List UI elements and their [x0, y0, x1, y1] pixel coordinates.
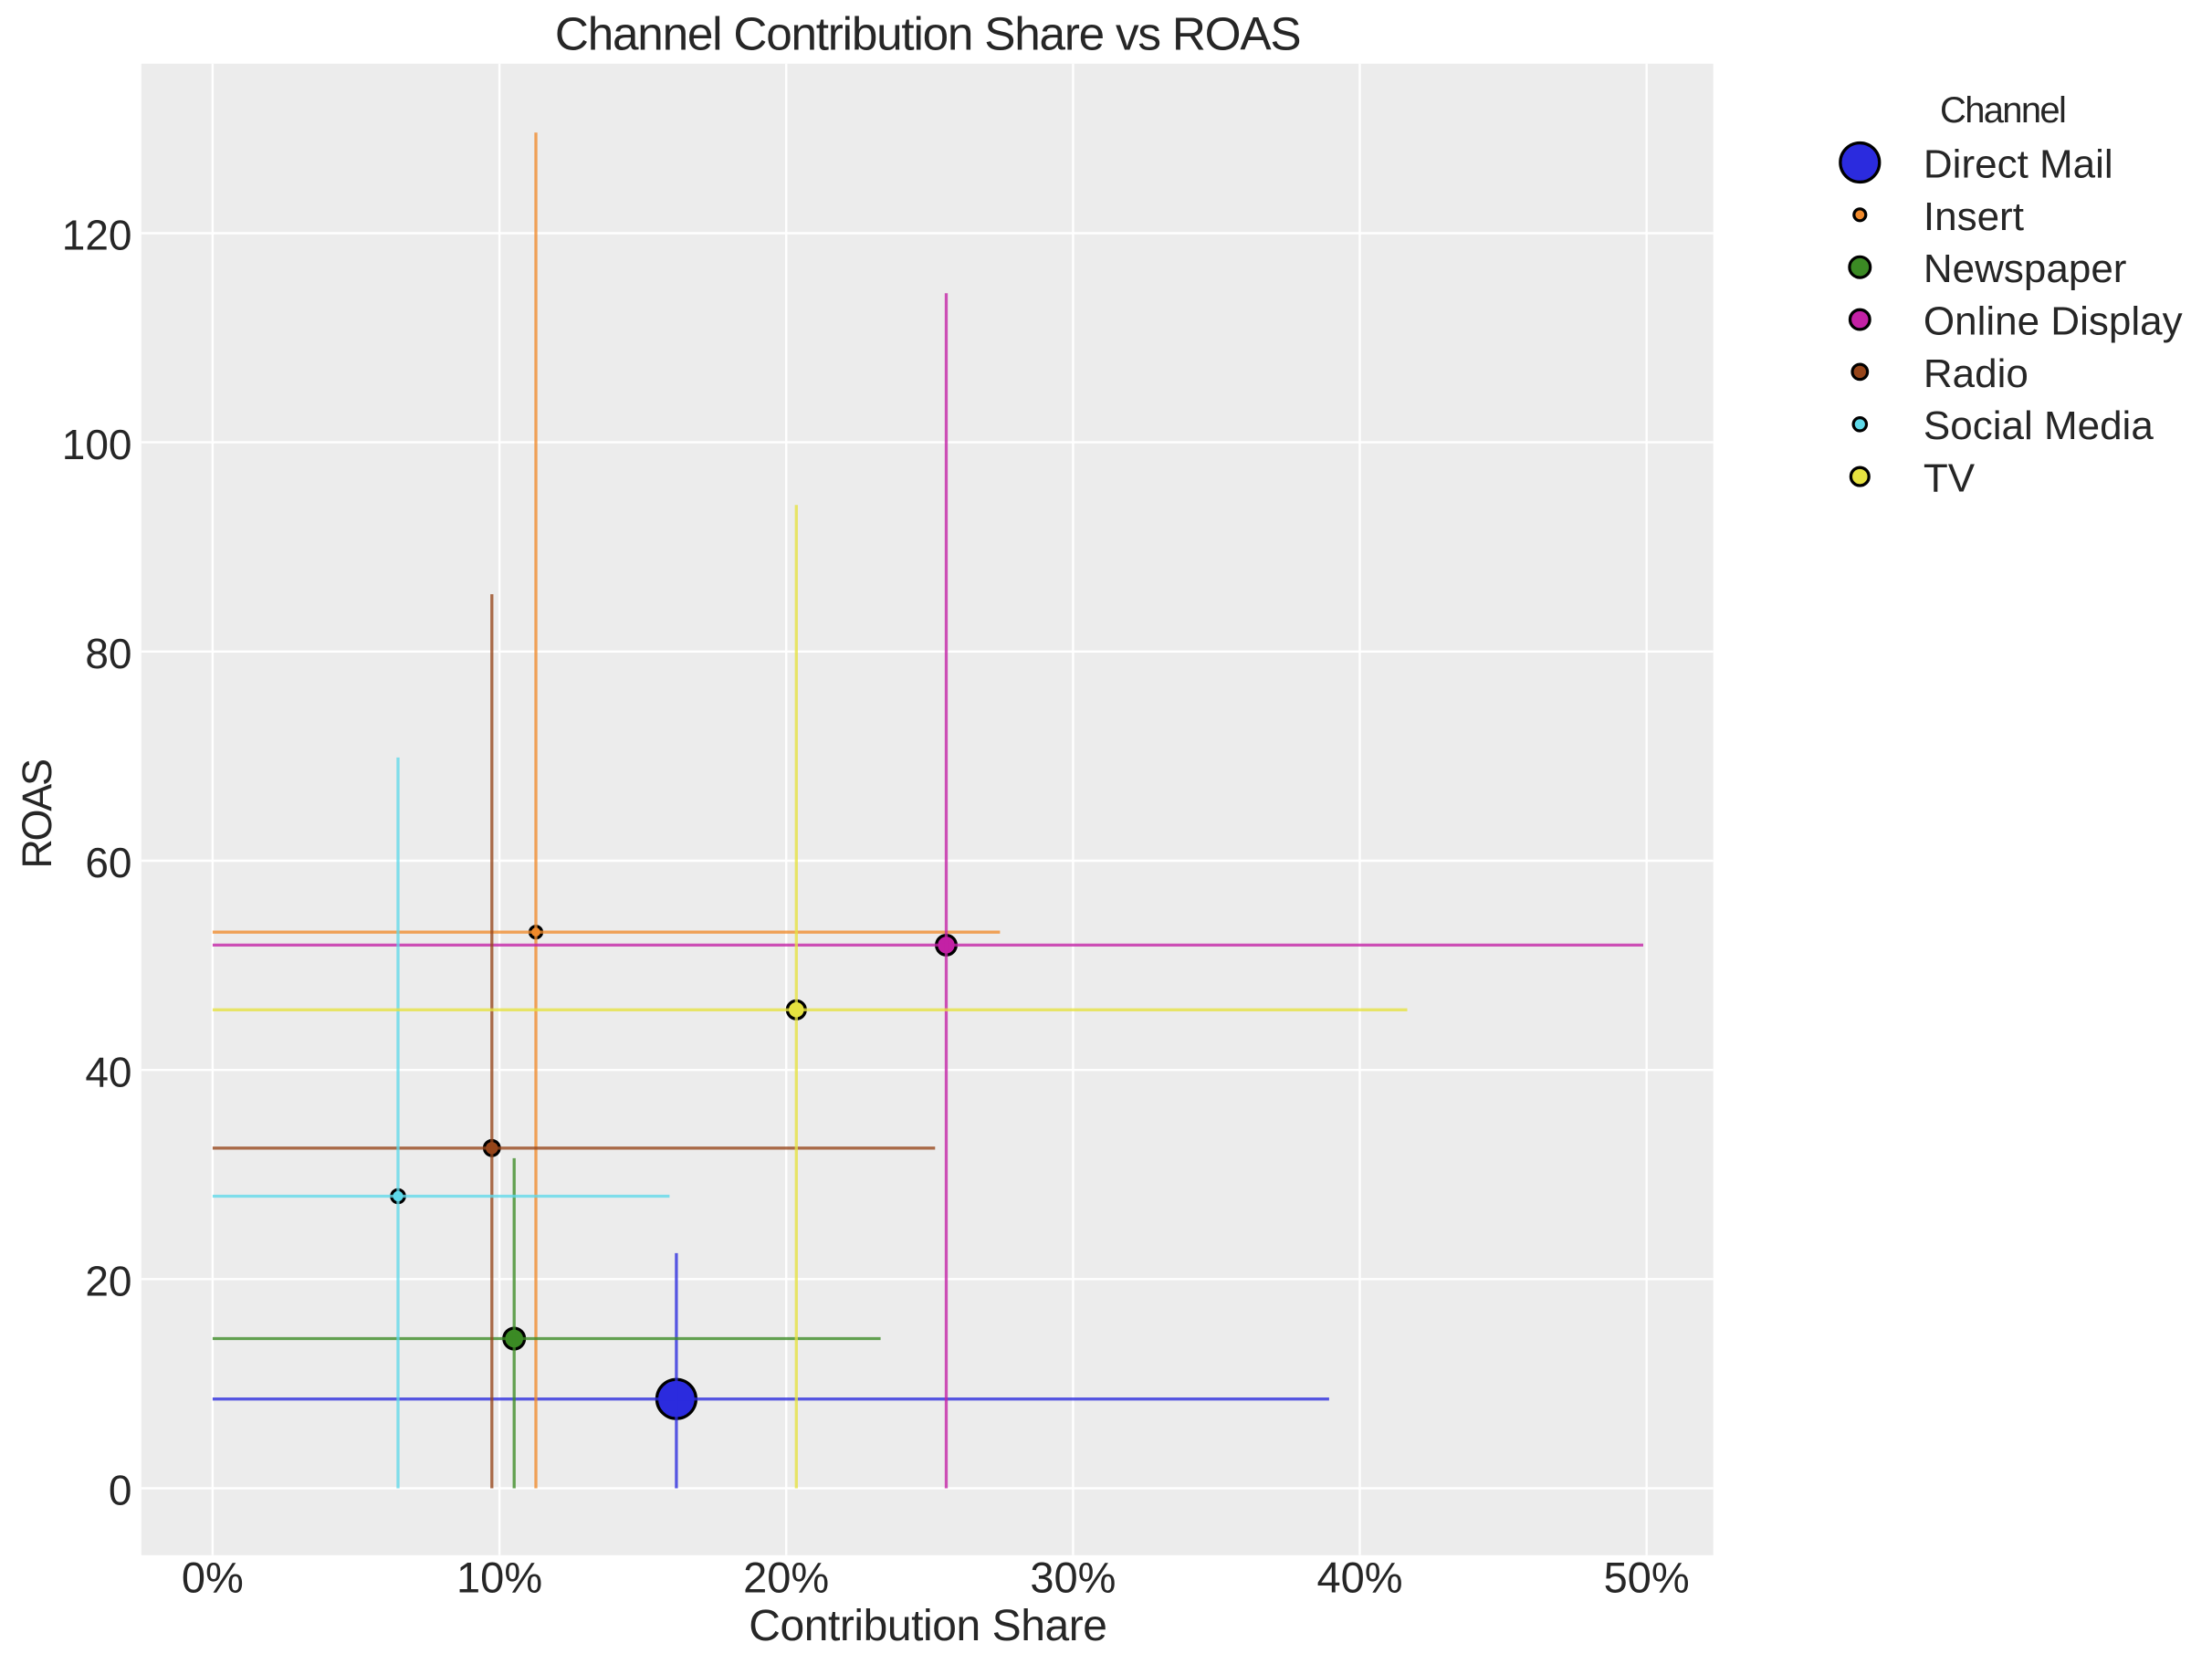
svg-text:20: 20: [85, 1258, 131, 1305]
svg-text:Contribution Share: Contribution Share: [749, 1602, 1106, 1650]
svg-text:40: 40: [85, 1048, 131, 1095]
svg-text:Channel: Channel: [1940, 90, 2065, 131]
svg-text:Social Media: Social Media: [1924, 403, 2154, 448]
svg-text:TV: TV: [1924, 456, 1976, 501]
svg-text:50%: 50%: [1604, 1554, 1690, 1602]
svg-text:60: 60: [85, 839, 131, 886]
svg-text:Insert: Insert: [1924, 194, 2024, 239]
svg-text:120: 120: [62, 212, 132, 259]
svg-text:Radio: Radio: [1924, 351, 2029, 396]
svg-text:Direct Mail: Direct Mail: [1924, 141, 2113, 186]
svg-text:40%: 40%: [1316, 1554, 1402, 1602]
svg-text:Newspaper: Newspaper: [1924, 246, 2127, 291]
svg-text:ROAS: ROAS: [14, 760, 60, 869]
svg-text:30%: 30%: [1030, 1554, 1116, 1602]
svg-text:80: 80: [85, 630, 131, 677]
svg-text:Online Display: Online Display: [1924, 298, 2183, 343]
svg-text:Channel Contribution Share vs: Channel Contribution Share vs ROAS: [555, 7, 1300, 59]
svg-text:100: 100: [62, 421, 132, 468]
svg-text:0%: 0%: [182, 1554, 244, 1602]
svg-text:20%: 20%: [743, 1554, 829, 1602]
svg-text:10%: 10%: [456, 1554, 542, 1602]
svg-text:0: 0: [109, 1467, 132, 1514]
